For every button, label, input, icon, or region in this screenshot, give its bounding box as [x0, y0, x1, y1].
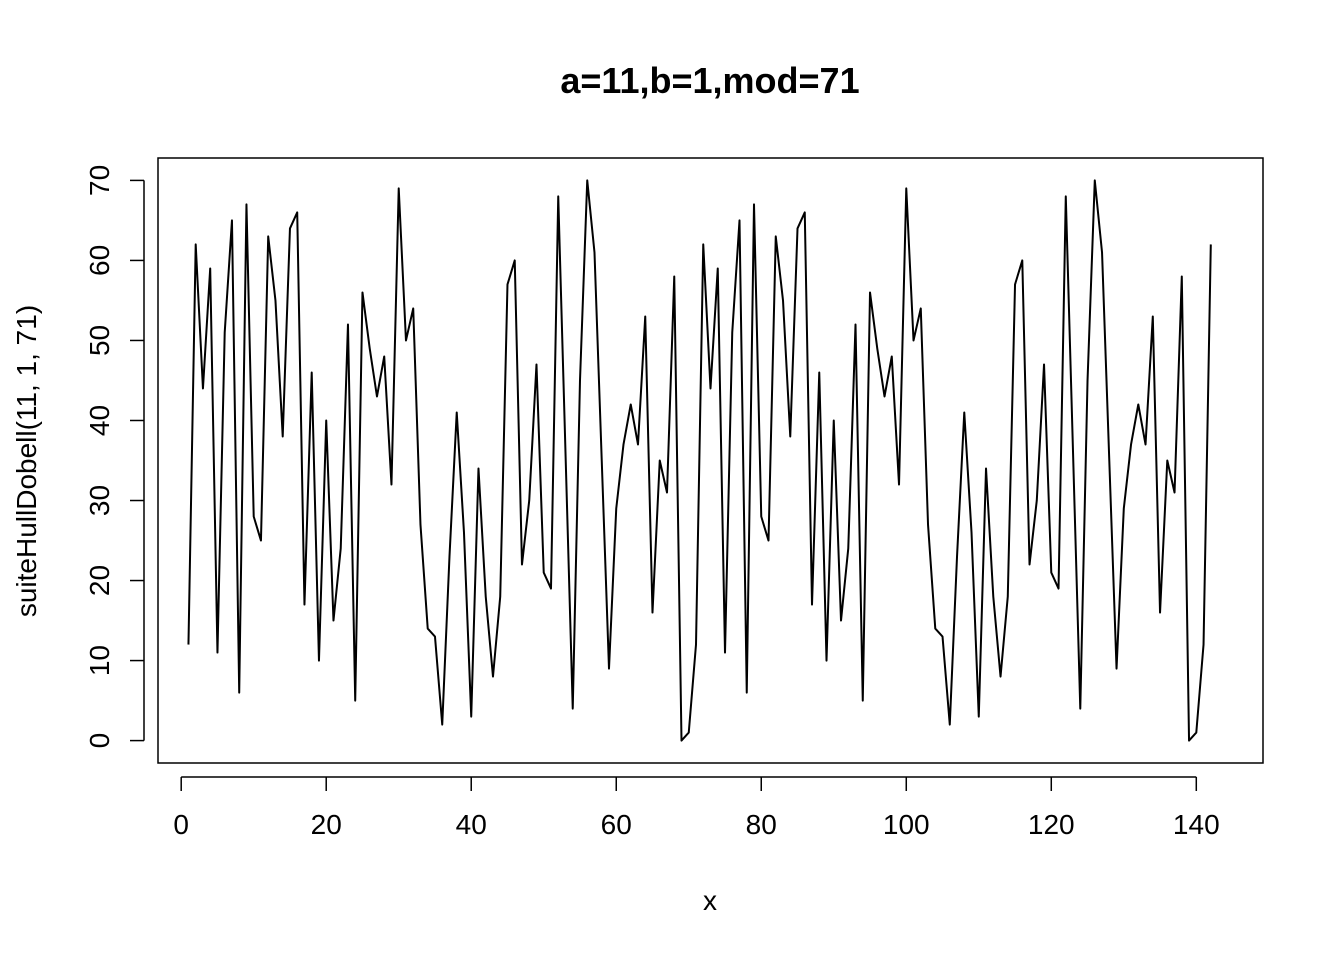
x-axis: 0 20 40 60 80 100 120 140 — [173, 776, 1220, 840]
y-tick-label: 40 — [84, 405, 115, 436]
y-tick-label: 70 — [84, 165, 115, 196]
x-axis-label: x — [703, 885, 717, 916]
series-line — [187, 179, 1212, 742]
y-tick-label: 30 — [84, 485, 115, 516]
y-axis-label: suiteHullDobell(11, 1, 71) — [11, 305, 42, 617]
y-tick-label: 0 — [84, 733, 115, 749]
x-tick-label: 140 — [1173, 809, 1220, 840]
x-tick-label: 80 — [746, 809, 777, 840]
y-tick-label: 50 — [84, 325, 115, 356]
x-tick-label: 0 — [173, 809, 189, 840]
x-tick-label: 100 — [883, 809, 930, 840]
y-tick-label: 10 — [84, 645, 115, 676]
y-axis: 0 10 20 30 40 50 60 70 — [84, 165, 145, 749]
x-tick-label: 60 — [601, 809, 632, 840]
y-tick-label: 60 — [84, 245, 115, 276]
chart-title: a=11,b=1,mod=71 — [560, 60, 859, 101]
plot-frame — [157, 157, 1264, 764]
x-tick-label: 120 — [1028, 809, 1075, 840]
y-tick-label: 20 — [84, 565, 115, 596]
x-tick-label: 40 — [456, 809, 487, 840]
x-tick-label: 20 — [311, 809, 342, 840]
